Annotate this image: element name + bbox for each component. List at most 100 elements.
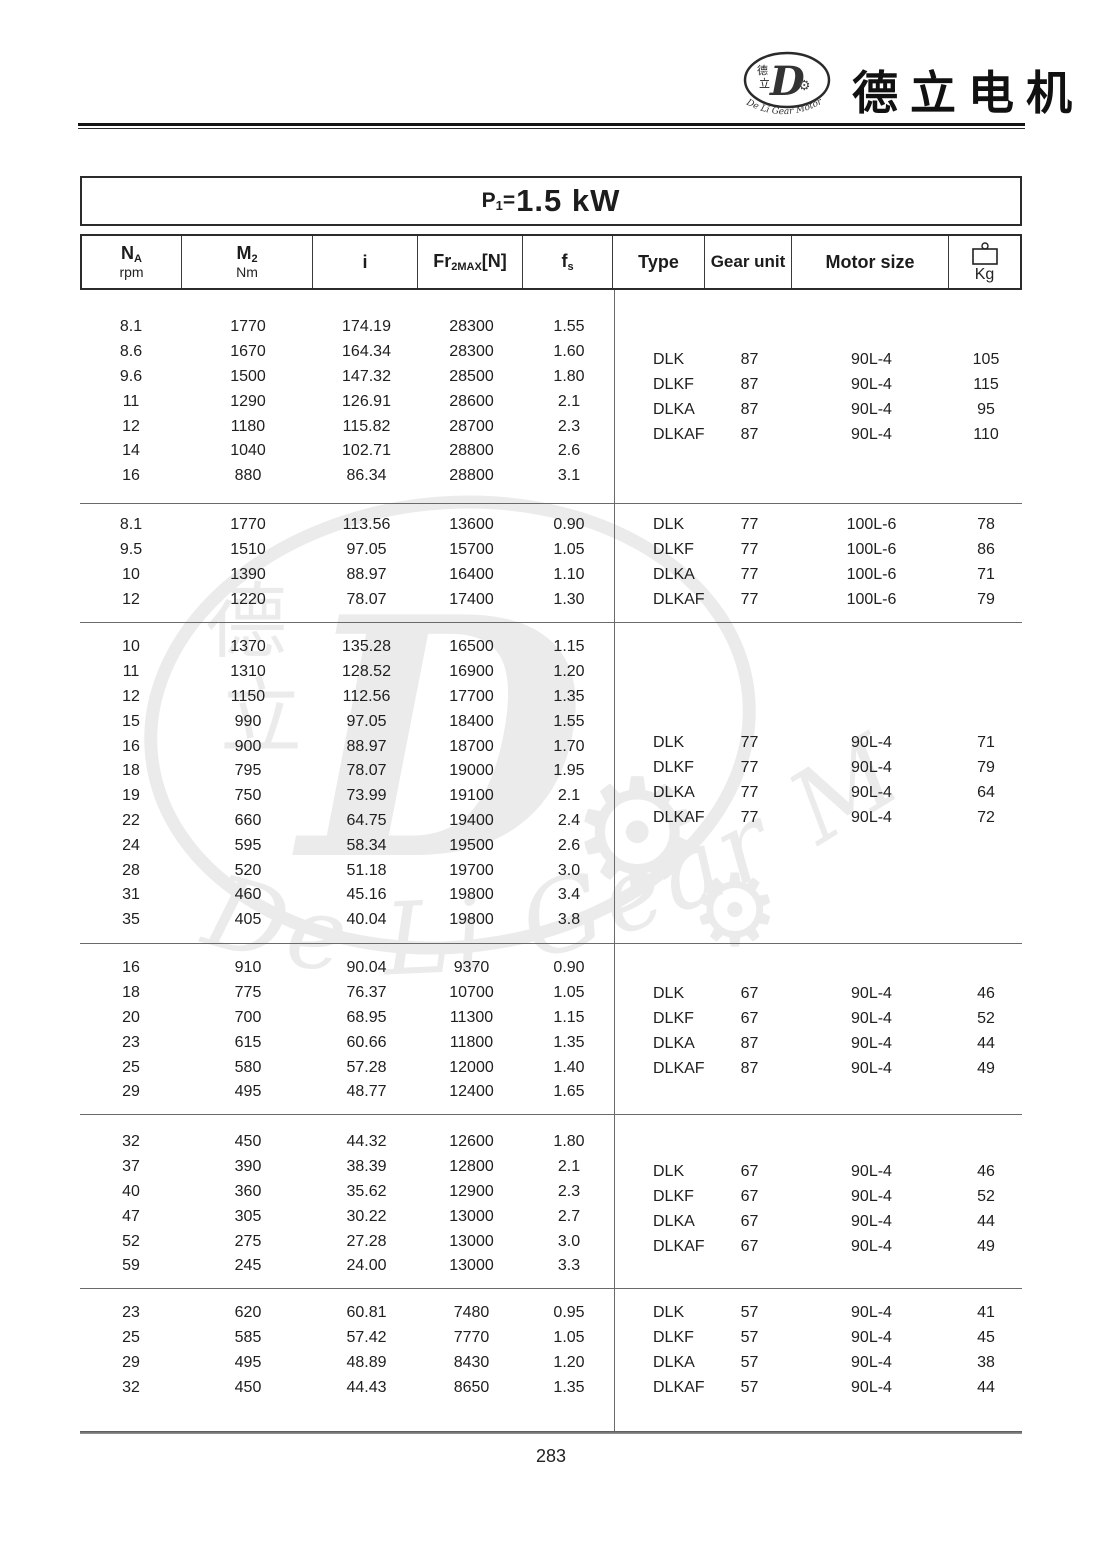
- m2-value: 360: [234, 1182, 262, 1200]
- performance-rows: 8.1 1770 174.19 28300 1.55 8.6 1670 164.34 28300…: [80, 315, 614, 489]
- type-rows: DLK 57 90L-4 41 DLKF 57 90L-4 45 DLKA 57 90L-4 38 DL…: [614, 1301, 1022, 1400]
- i-value: 40.04: [346, 911, 387, 929]
- block-separator: [80, 943, 1022, 944]
- m2-value: 460: [234, 886, 262, 904]
- performance-rows: 23 620 60.81 7480 0.95 25 585 57.42 7770 1.05 29 49…: [80, 1301, 614, 1400]
- i-value: 68.95: [346, 1008, 387, 1026]
- fr2max-value: 19500: [449, 836, 494, 854]
- na-value: 29: [122, 1353, 140, 1371]
- fs-value: 0.95: [553, 1304, 585, 1322]
- fr-symbol: Fr: [433, 251, 452, 272]
- i-value: 78.07: [346, 590, 387, 608]
- fs-value: 1.35: [553, 1378, 585, 1396]
- col-header-fr2max: Fr2MAX[N]: [418, 236, 523, 288]
- na-value: 8.1: [119, 516, 143, 534]
- m2-value: 305: [234, 1207, 262, 1225]
- na-value: 11: [122, 663, 140, 681]
- fr-unit-bracket: [N]: [481, 251, 507, 272]
- fr2max-value: 12600: [449, 1133, 494, 1151]
- na-value: 25: [122, 1329, 140, 1347]
- na-value: 16: [122, 959, 140, 977]
- motor-size-value: 100L-6: [846, 516, 897, 534]
- i-value: 48.77: [346, 1083, 387, 1101]
- fs-value: 1.55: [553, 712, 585, 730]
- type-label: Type: [638, 251, 679, 272]
- fr2max-value: 17400: [449, 590, 494, 608]
- motor-size-value: 90L-4: [851, 808, 892, 826]
- gear-unit-value: 77: [740, 808, 759, 826]
- na-value: 24: [122, 836, 140, 854]
- weight-value: 72: [977, 808, 995, 826]
- fr2max-value: 9370: [453, 959, 490, 977]
- title-power-value: 1.5 kW: [516, 183, 621, 218]
- motor-size-value: 90L-4: [851, 425, 892, 443]
- gear-unit-value: 67: [740, 985, 759, 1003]
- fr2max-value: 28600: [449, 392, 494, 410]
- i-value: 76.37: [346, 984, 387, 1002]
- kg-label: Kg: [974, 265, 995, 283]
- na-unit: rpm: [119, 264, 144, 281]
- fr2max-value: 28700: [449, 417, 494, 435]
- fr2max-value: 13000: [449, 1207, 494, 1225]
- m2-value: 1040: [230, 442, 266, 460]
- type-value: DLKF: [653, 759, 694, 777]
- fs-value: 3.4: [557, 886, 581, 904]
- type-rows: DLK 67 90L-4 46 DLKF 67 90L-4 52 DLKA 87 90L-4 44 DL…: [614, 982, 1022, 1081]
- col-header-gear-unit: Gear unit: [705, 236, 792, 288]
- motor-size-value: 90L-4: [851, 783, 892, 801]
- block-separator: [80, 1288, 1022, 1289]
- m2-value: 910: [234, 959, 262, 977]
- fr2max-value: 7770: [453, 1329, 490, 1347]
- na-value: 11: [122, 392, 140, 410]
- i-value: 86.34: [346, 467, 387, 485]
- m2-value: 990: [234, 712, 262, 730]
- m2-value: 1770: [230, 516, 266, 534]
- fs-value: 2.6: [557, 836, 581, 854]
- type-value: DLKF: [653, 541, 694, 559]
- type-value: DLK: [653, 1304, 685, 1322]
- page-number: 283: [535, 1446, 567, 1466]
- gear-icon: ⚙: [798, 77, 811, 93]
- motor-size-value: 90L-4: [851, 985, 892, 1003]
- type-value: DLKF: [653, 376, 694, 394]
- gear-unit-value: 77: [740, 590, 759, 608]
- fr2max-value: 7480: [453, 1304, 490, 1322]
- type-value: DLKAF: [653, 590, 705, 608]
- na-value: 40: [122, 1182, 140, 1200]
- type-value: DLKAF: [653, 1059, 705, 1077]
- fr2max-value: 12400: [449, 1083, 494, 1101]
- type-value: DLKA: [653, 1353, 695, 1371]
- fr2max-value: 28300: [449, 318, 494, 336]
- m2-symbol: M: [236, 243, 252, 264]
- i-value: 97.05: [346, 712, 387, 730]
- i-value: 97.05: [346, 541, 387, 559]
- fs-value: 2.3: [557, 1182, 581, 1200]
- na-subscript: A: [134, 253, 142, 266]
- fs-value: 1.65: [553, 1083, 585, 1101]
- motor-size-value: 90L-4: [851, 1163, 892, 1181]
- fr2max-value: 28800: [449, 442, 494, 460]
- gear-unit-value: 87: [740, 400, 759, 418]
- motor-size-value: 100L-6: [846, 541, 897, 559]
- weight-value: 52: [977, 1010, 995, 1028]
- brand-name-cn: 德立电机: [852, 66, 1084, 120]
- motor-size-value: 100L-6: [846, 590, 897, 608]
- m2-value: 900: [234, 737, 262, 755]
- fs-value: 1.35: [553, 687, 585, 705]
- na-value: 59: [122, 1257, 140, 1275]
- na-value: 28: [122, 861, 140, 879]
- col-header-na: NA rpm: [82, 236, 182, 288]
- fr2max-value: 13000: [449, 1257, 494, 1275]
- i-value: 27.28: [346, 1232, 387, 1250]
- fr2max-value: 19400: [449, 811, 494, 829]
- fs-value: 2.7: [557, 1207, 581, 1225]
- fs-value: 1.35: [553, 1033, 585, 1051]
- performance-rows: 16 910 90.04 9370 0.90 18 775 76.37 10700 1.05 20 7…: [80, 956, 614, 1105]
- na-value: 15: [122, 712, 140, 730]
- i-value: 135.28: [342, 638, 391, 656]
- i-value: 58.34: [346, 836, 387, 854]
- gear-unit-value: 77: [740, 541, 759, 559]
- fr2max-value: 13000: [449, 1232, 494, 1250]
- na-value: 9.6: [119, 367, 143, 385]
- fs-value: 1.15: [553, 1008, 585, 1026]
